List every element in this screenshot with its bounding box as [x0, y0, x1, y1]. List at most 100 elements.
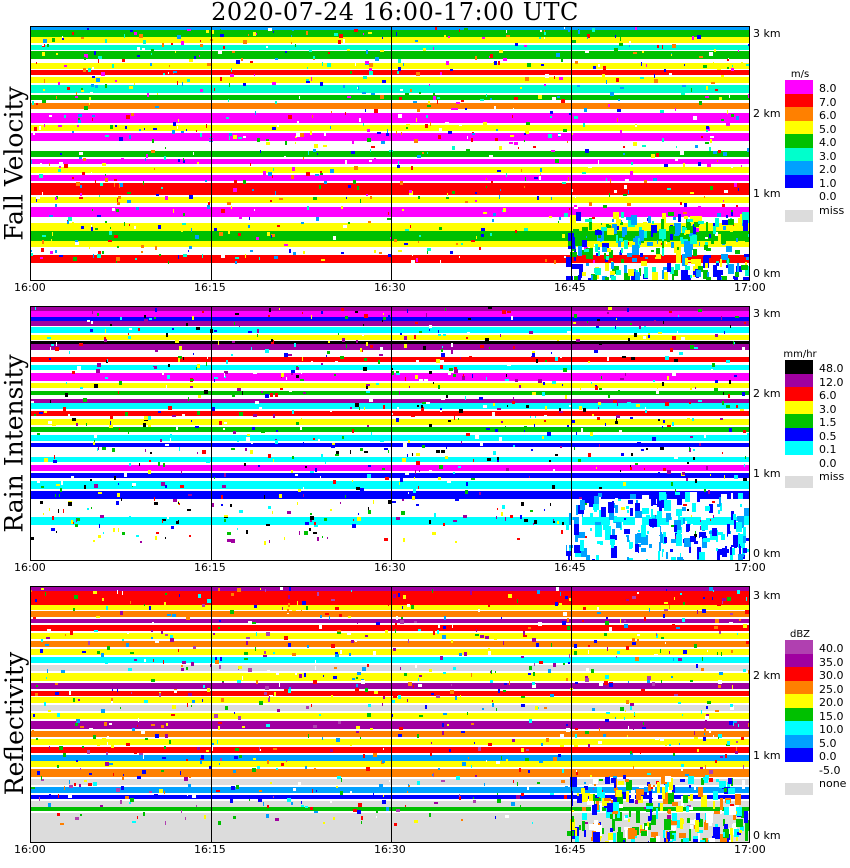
rain-intensity-pixel	[715, 334, 718, 337]
rain-intensity-pixel	[98, 535, 101, 538]
reflectivity-pixel	[289, 687, 291, 690]
fall-velocity-pixel	[731, 166, 733, 168]
fall-velocity-rain-pixel	[591, 274, 597, 280]
rain-intensity-pixel	[438, 334, 441, 336]
reflectivity-pixel	[165, 634, 168, 636]
fall-velocity-rain-pixel	[624, 265, 627, 276]
reflectivity-colorbar-label: 40.0	[819, 642, 844, 655]
rain-intensity-pixel	[172, 328, 174, 330]
rain-intensity-pixel	[356, 340, 358, 343]
fall-velocity-pixel	[124, 34, 125, 38]
fall-velocity-rain-pixel	[640, 253, 643, 257]
rain-intensity-rain-pixel	[628, 500, 633, 504]
reflectivity-pixel	[132, 728, 135, 731]
reflectivity-band	[31, 731, 749, 737]
rain-intensity-colorbar-unit: mm/hr	[783, 349, 817, 360]
reflectivity-pixel	[565, 596, 568, 599]
reflectivity-band	[31, 705, 749, 711]
fall-velocity-pixel	[448, 131, 452, 134]
reflectivity-pixel	[637, 592, 639, 594]
rain-intensity-pixel	[414, 477, 415, 479]
fall-velocity-pixel	[79, 157, 82, 159]
reflectivity-rain-pixel	[701, 778, 704, 785]
fall-velocity-time-gridline	[391, 27, 392, 280]
reflectivity-pixel	[628, 681, 629, 683]
fall-velocity-pixel	[440, 260, 441, 263]
rain-intensity-pixel	[51, 528, 55, 531]
fall-velocity-pixel	[388, 254, 391, 257]
rain-intensity-pixel	[411, 414, 415, 417]
reflectivity-pixel	[685, 774, 689, 776]
rain-intensity-pixel	[232, 393, 235, 397]
rain-intensity-pixel	[382, 320, 383, 322]
reflectivity-pixel	[633, 728, 634, 730]
reflectivity-rain-pixel	[596, 825, 602, 836]
reflectivity-rain-pixel	[668, 835, 674, 839]
fall-velocity-pixel	[489, 155, 493, 159]
fall-velocity-pixel	[499, 50, 503, 53]
reflectivity-pixel	[288, 603, 290, 607]
rain-intensity-pixel	[179, 346, 182, 350]
rain-intensity-pixel	[615, 421, 618, 424]
rain-intensity-pixel	[447, 481, 451, 483]
fall-velocity-rain-pixel	[721, 254, 728, 260]
fall-velocity-pixel	[260, 150, 261, 153]
reflectivity-band	[31, 755, 749, 761]
reflectivity-rain-pixel	[591, 837, 593, 841]
reflectivity-pixel	[165, 734, 168, 738]
reflectivity-pixel	[87, 750, 90, 754]
rain-intensity-pixel	[487, 458, 491, 461]
rain-intensity-pixel	[373, 500, 374, 504]
fall-velocity-pixel	[557, 96, 560, 98]
reflectivity-pixel	[660, 739, 664, 741]
rain-intensity-pixel	[400, 478, 403, 482]
fall-velocity-pixel	[92, 115, 95, 117]
reflectivity-rain-pixel	[724, 824, 728, 829]
fall-velocity-pixel	[300, 133, 304, 137]
rain-intensity-rain-pixel	[646, 515, 650, 518]
fall-velocity-pixel	[49, 215, 53, 217]
rain-intensity-pixel	[708, 400, 711, 402]
rain-intensity-pixel	[445, 456, 448, 459]
rain-intensity-pixel	[579, 497, 582, 499]
reflectivity-pixel	[661, 637, 664, 639]
fall-velocity-band	[31, 95, 749, 100]
fall-velocity-pixel	[154, 168, 155, 170]
reflectivity-pixel	[242, 676, 243, 680]
rain-intensity-pixel	[617, 499, 621, 501]
rain-intensity-pixel	[465, 396, 466, 400]
fall-velocity-pixel	[95, 180, 96, 184]
fall-velocity-band	[31, 223, 749, 231]
rain-intensity-pixel	[628, 338, 630, 341]
rain-intensity-pixel	[289, 389, 292, 392]
fall-velocity-band	[31, 207, 749, 217]
rain-intensity-pixel	[443, 523, 445, 526]
fall-velocity-rain-pixel	[668, 212, 674, 216]
reflectivity-pixel	[430, 752, 432, 756]
rain-intensity-pixel	[224, 519, 226, 522]
fall-velocity-plot	[30, 26, 750, 281]
rain-intensity-band	[31, 317, 749, 321]
rain-intensity-pixel	[524, 430, 525, 432]
fall-velocity-pixel	[381, 141, 385, 144]
reflectivity-pixel	[696, 664, 698, 668]
reflectivity-rain-pixel	[687, 818, 690, 823]
rain-intensity-rain-pixel	[566, 545, 573, 548]
rain-intensity-pixel	[350, 407, 352, 409]
reflectivity-pixel	[562, 769, 564, 773]
rain-intensity-pixel	[128, 333, 129, 335]
rain-intensity-pixel	[408, 440, 410, 443]
rain-intensity-rain-pixel	[574, 524, 579, 535]
rain-intensity-pixel	[416, 461, 420, 465]
reflectivity-pixel	[559, 603, 562, 605]
rain-intensity-pixel	[367, 474, 371, 478]
reflectivity-colorbar-swatch	[785, 694, 813, 708]
fall-velocity-pixel	[382, 80, 386, 83]
rain-intensity-rain-pixel	[651, 494, 656, 506]
rain-intensity-pixel	[326, 355, 327, 357]
reflectivity-band	[31, 787, 749, 793]
rain-intensity-pixel	[167, 515, 169, 519]
reflectivity-pixel	[651, 787, 653, 789]
fall-velocity-pixel	[313, 149, 316, 152]
reflectivity-y-tick-label: 1 km	[753, 749, 781, 762]
